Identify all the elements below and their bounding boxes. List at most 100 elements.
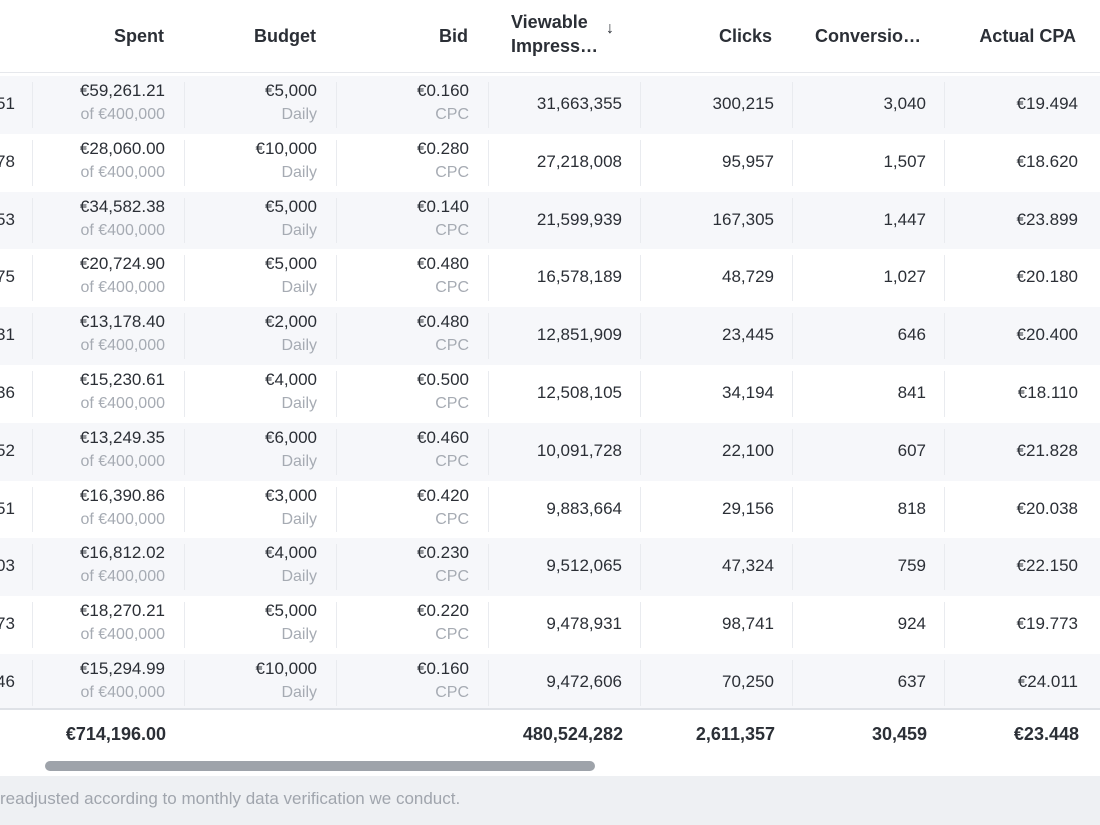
spent-cell: €20,724.90 of €400,000 — [40, 254, 165, 298]
conversions-cell: 841 — [897, 382, 926, 402]
column-divider — [640, 197, 641, 244]
column-header-budget[interactable]: Budget — [254, 25, 316, 46]
table-row[interactable]: 36 €15,230.61 of €400,000 €4,000 Daily €0.500… — [0, 365, 1100, 423]
column-header-viewable-line2: Impress… — [511, 36, 599, 56]
bid-cell[interactable]: €0.140 CPC — [345, 197, 469, 241]
table-row[interactable]: 53 €34,582.38 of €400,000 €5,000 Daily €0.140… — [0, 191, 1100, 250]
budget-cell[interactable]: €5,000 Daily — [190, 197, 317, 241]
table-row[interactable]: 78 €28,060.00 of €400,000 €10,000 Daily €0.28… — [0, 134, 1100, 192]
budget-cell[interactable]: €5,000 Daily — [190, 254, 317, 298]
column-divider — [640, 486, 641, 533]
spent-limit: of €400,000 — [80, 568, 165, 586]
total-impressions: 480,524,282 — [522, 724, 623, 744]
column-divider — [640, 544, 641, 591]
budget-cell[interactable]: €6,000 Daily — [190, 428, 317, 472]
budget-cell[interactable]: €5,000 Daily — [190, 81, 317, 125]
column-divider — [336, 82, 337, 128]
impressions-cell: 16,578,189 — [536, 267, 622, 287]
bid-cell[interactable]: €0.460 CPC — [345, 428, 469, 472]
table-row[interactable]: 03 €16,812.02 of €400,000 €4,000 Daily €0.230… — [0, 538, 1100, 597]
budget-period: Daily — [281, 163, 317, 181]
budget-cell[interactable]: €10,000 Daily — [190, 139, 317, 183]
column-header-spent[interactable]: Spent — [113, 25, 164, 46]
budget-period: Daily — [281, 221, 317, 239]
clicks-cell: 70,250 — [722, 671, 774, 691]
column-header-actual-cpa[interactable]: Actual CPA — [979, 25, 1076, 46]
budget-cell[interactable]: €10,000 Daily — [190, 659, 317, 703]
column-divider — [336, 428, 337, 475]
column-divider — [792, 82, 793, 128]
bid-type: CPC — [435, 394, 469, 412]
bid-value: €0.500 — [417, 369, 469, 389]
clicks-cell: 22,100 — [722, 440, 774, 460]
horizontal-scrollbar[interactable] — [45, 761, 595, 771]
column-header-conversions[interactable]: Conversio… — [815, 25, 922, 46]
column-divider — [336, 197, 337, 244]
column-divider — [32, 82, 33, 128]
table-row[interactable]: 51 €16,390.86 of €400,000 €3,000 Daily €0.420… — [0, 481, 1100, 539]
table-row[interactable]: 51 €59,261.21 of €400,000 €5,000 Daily €0.160… — [0, 76, 1100, 134]
row-id-partial: 03 — [0, 556, 15, 576]
bid-cell[interactable]: €0.500 CPC — [345, 370, 469, 414]
column-header-viewable-line1: Viewable — [511, 12, 588, 32]
budget-period: Daily — [281, 510, 317, 528]
conversions-cell: 1,507 — [883, 151, 926, 171]
column-divider — [640, 139, 641, 186]
table-row[interactable]: 75 €20,724.90 of €400,000 €5,000 Daily €0.480… — [0, 249, 1100, 307]
budget-value: €5,000 — [265, 601, 317, 621]
budget-cell[interactable]: €3,000 Daily — [190, 486, 317, 530]
impressions-cell: 12,851,909 — [536, 325, 622, 345]
column-divider — [944, 313, 945, 359]
bid-cell[interactable]: €0.230 CPC — [345, 543, 469, 587]
clicks-cell: 47,324 — [722, 556, 774, 576]
bid-type: CPC — [435, 626, 469, 644]
table-row[interactable]: 52 €13,249.35 of €400,000 €6,000 Daily €0.460… — [0, 422, 1100, 481]
column-divider — [944, 255, 945, 302]
column-divider — [184, 428, 185, 475]
bid-cell[interactable]: €0.420 CPC — [345, 486, 469, 530]
table-row[interactable]: 46 €15,294.99 of €400,000 €10,000 Daily €0.16… — [0, 653, 1100, 712]
bid-cell[interactable]: €0.160 CPC — [345, 81, 469, 125]
row-id-partial: 73 — [0, 614, 15, 634]
impressions-cell: 9,512,065 — [546, 556, 622, 576]
arrow-down-icon[interactable]: ↓ — [606, 20, 614, 37]
actual-cpa-cell: €19.773 — [1016, 614, 1078, 634]
budget-value: €5,000 — [265, 81, 317, 100]
bid-cell[interactable]: €0.220 CPC — [345, 601, 469, 645]
bid-cell[interactable]: €0.160 CPC — [345, 659, 469, 703]
column-divider — [336, 602, 337, 648]
column-divider — [184, 82, 185, 128]
table-row[interactable]: 31 €13,178.40 of €400,000 €2,000 Daily €0.480… — [0, 307, 1100, 365]
actual-cpa-cell: €20.180 — [1016, 267, 1078, 287]
budget-cell[interactable]: €4,000 Daily — [190, 370, 317, 414]
table-row[interactable]: 73 €18,270.21 of €400,000 €5,000 Daily €0.220… — [0, 596, 1100, 654]
budget-cell[interactable]: €2,000 Daily — [190, 312, 317, 356]
column-divider — [184, 659, 185, 706]
column-header-clicks[interactable]: Clicks — [718, 25, 772, 46]
budget-cell[interactable]: €4,000 Daily — [190, 543, 317, 587]
column-divider — [488, 255, 489, 302]
column-divider — [488, 370, 489, 417]
column-divider — [488, 313, 489, 359]
spent-limit: of €400,000 — [80, 221, 165, 239]
bid-type: CPC — [435, 106, 469, 123]
spent-value: €28,060.00 — [79, 138, 165, 158]
clicks-cell: 98,741 — [722, 614, 774, 634]
column-divider — [792, 659, 793, 706]
bid-cell[interactable]: €0.280 CPC — [345, 139, 469, 183]
bid-cell[interactable]: €0.480 CPC — [345, 254, 469, 298]
spent-cell: €34,582.38 of €400,000 — [40, 197, 165, 241]
spent-cell: €13,249.35 of €400,000 — [40, 428, 165, 472]
column-header-viewable-impressions[interactable]: Viewable Impress… ↓ — [500, 8, 630, 64]
clicks-cell: 300,215 — [712, 94, 774, 113]
budget-value: €5,000 — [265, 254, 317, 274]
budget-value: €4,000 — [265, 369, 317, 389]
budget-cell[interactable]: €5,000 Daily — [190, 601, 317, 645]
column-header-bid[interactable]: Bid — [439, 25, 468, 46]
row-id-partial: 36 — [0, 382, 15, 402]
budget-period: Daily — [281, 626, 317, 644]
bid-cell[interactable]: €0.480 CPC — [345, 312, 469, 356]
spent-limit: of €400,000 — [80, 279, 165, 297]
clicks-cell: 34,194 — [722, 382, 774, 402]
